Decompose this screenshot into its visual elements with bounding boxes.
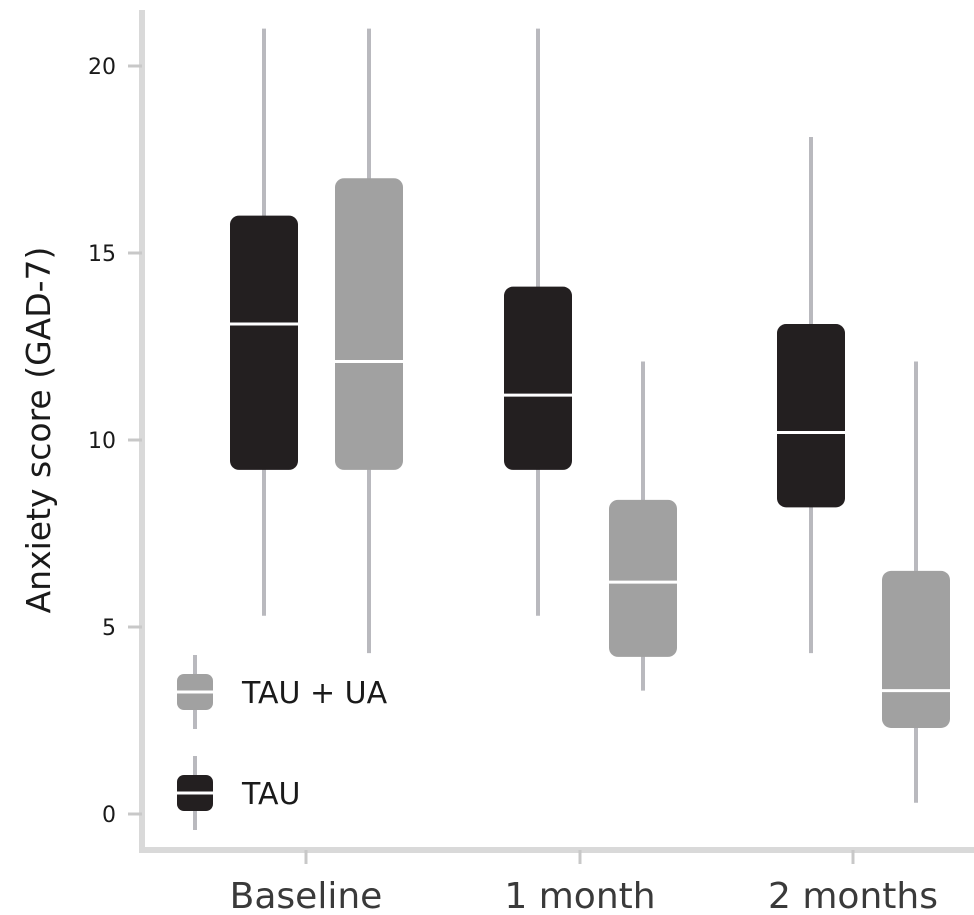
y-axis-ticks: 0 5 10 15 20 <box>88 55 142 828</box>
y-tick-label: 10 <box>88 429 116 454</box>
legend-item: TAU + UA <box>177 655 388 729</box>
y-tick-label: 15 <box>88 242 116 267</box>
legend-label: TAU <box>241 777 300 812</box>
box <box>777 324 845 508</box>
x-tick-label: 1 month <box>504 876 655 915</box>
y-axis-label: Anxiety score (GAD-7) <box>19 247 58 614</box>
x-axis-ticks: Baseline 1 month 2 months <box>230 850 938 915</box>
legend: TAU + UA TAU <box>177 655 388 830</box>
box-plot-series <box>230 28 950 803</box>
box <box>230 215 298 470</box>
series-tau <box>230 28 845 654</box>
legend-label: TAU + UA <box>241 676 388 711</box>
series-tau-ua <box>335 28 950 803</box>
y-tick-label: 5 <box>102 616 116 641</box>
axes <box>139 10 974 853</box>
box <box>882 570 950 728</box>
x-tick-label: Baseline <box>230 876 383 915</box>
legend-item: TAU <box>177 756 300 830</box>
y-tick-label: 0 <box>102 803 116 828</box>
y-tick-label: 20 <box>88 55 116 80</box>
x-tick-label: 2 months <box>768 876 938 915</box>
box <box>504 286 572 470</box>
box <box>335 178 403 470</box>
box <box>609 499 677 657</box>
